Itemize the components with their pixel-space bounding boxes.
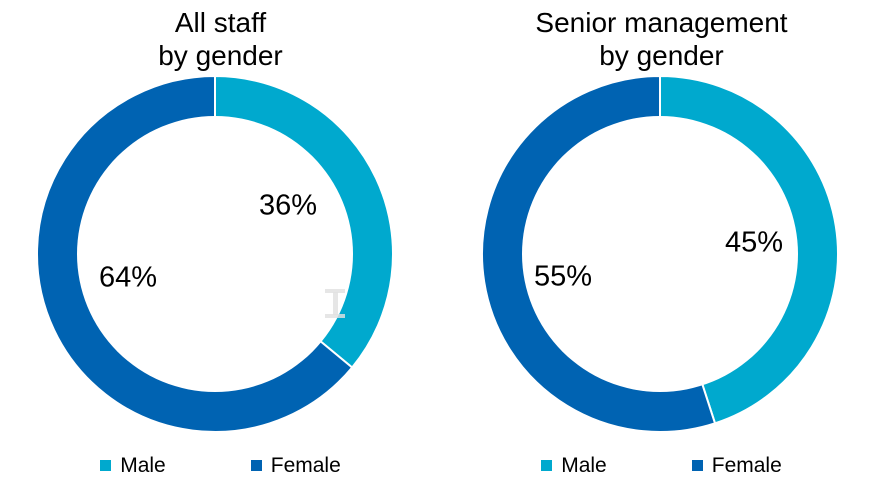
text-cursor-icon [325, 289, 345, 318]
male-swatch-icon [100, 460, 112, 471]
data-label-male: 36% [258, 189, 318, 222]
chart-title-senior-management: Senior management by gender [535, 7, 788, 71]
legend-label-male: Male [120, 454, 166, 477]
legend-item-male: Male [541, 455, 607, 476]
legend-item-female: Female [691, 454, 782, 477]
donut-hole [522, 116, 798, 392]
male-swatch-icon [541, 460, 553, 471]
donut-svg-senior-management [481, 74, 839, 433]
text-cursor-top-bar [325, 289, 345, 293]
data-label-female: 64% [98, 261, 158, 294]
panel-all-staff: All staff by gender 36% 64% Male Female [0, 7, 441, 476]
donut-hole [77, 116, 353, 392]
legend-all-staff: Male Female [0, 455, 441, 476]
data-label-male: 45% [724, 226, 784, 259]
data-label-female: 55% [533, 260, 593, 293]
text-cursor-bottom-bar [325, 314, 345, 318]
donut-svg-all-staff [36, 74, 394, 433]
legend-senior-management: Male Female [441, 455, 882, 476]
legend-label-female: Female [270, 454, 341, 477]
legend-label-male: Male [561, 454, 607, 477]
legend-item-female: Female [250, 454, 341, 477]
legend-item-male: Male [100, 455, 166, 476]
donut-chart-all-staff: 36% 64% [36, 74, 394, 433]
chart-title-all-staff: All staff by gender [158, 7, 283, 71]
donut-chart-senior-management: 45% 55% [441, 0, 882, 503]
female-swatch-icon [250, 460, 262, 471]
panel-senior-management: Senior management by gender 45% 55% Male… [441, 0, 882, 503]
legend-label-female: Female [711, 454, 782, 477]
text-cursor-stem [333, 292, 338, 315]
female-swatch-icon [691, 460, 703, 471]
